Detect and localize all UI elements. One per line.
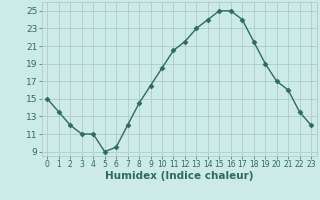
X-axis label: Humidex (Indice chaleur): Humidex (Indice chaleur) (105, 171, 253, 181)
